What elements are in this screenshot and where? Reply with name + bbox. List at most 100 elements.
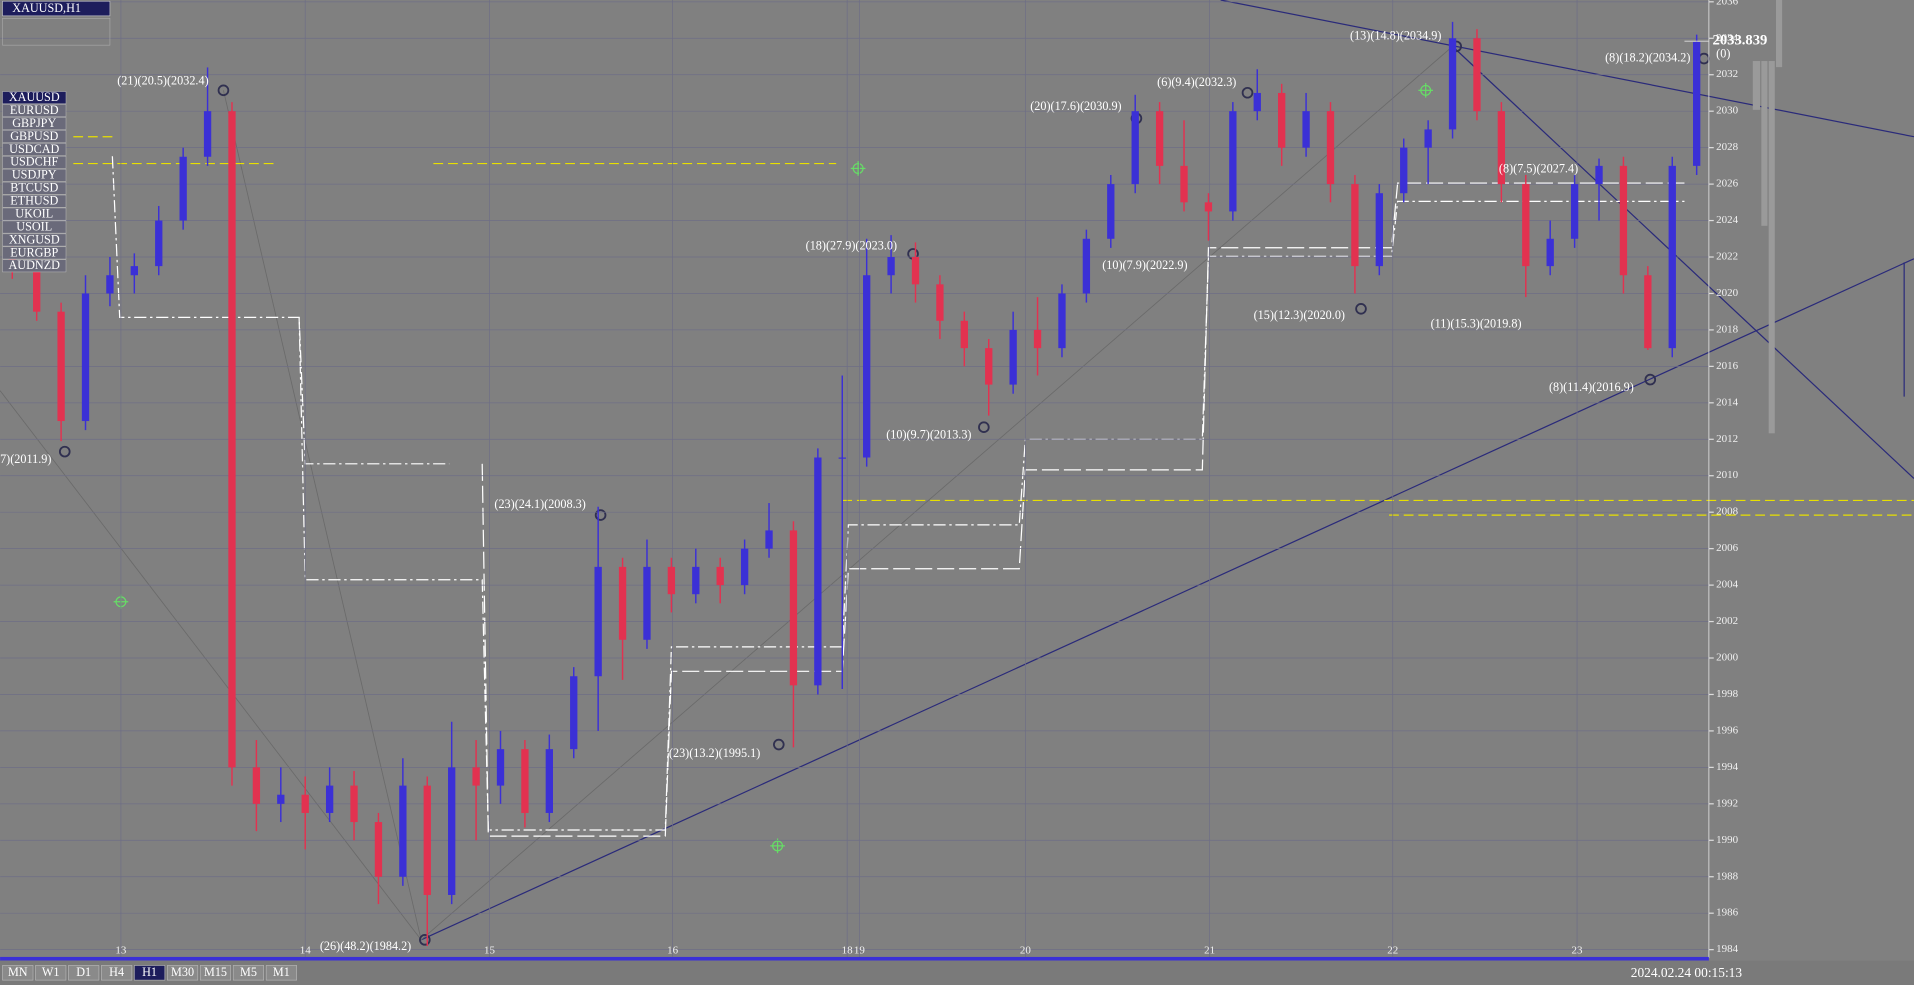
timeframe-button[interactable] (68, 965, 100, 981)
symbol-button[interactable] (2, 207, 67, 221)
timeframe-button[interactable] (232, 965, 265, 981)
candle-body (1375, 193, 1383, 267)
swing-label: (23)(24.1)(2008.3) (494, 497, 585, 511)
symbol-label: USDCHF (10, 155, 58, 169)
candle-body (325, 785, 334, 813)
candle-body (1204, 202, 1213, 212)
candle-body (1693, 41, 1701, 166)
y-tick-label: 2014 (1716, 396, 1738, 408)
swing-label: (20)(17.6)(2030.9) (1030, 99, 1121, 113)
y-tick-label: 1992 (1716, 797, 1738, 809)
candle-body (936, 284, 944, 321)
window-title: XAUUSD,H1 (12, 1, 81, 15)
trendline (0, 390, 422, 941)
x-tick-label: 21 (1204, 944, 1215, 956)
panel-bar (1752, 61, 1761, 110)
candle-body (960, 320, 968, 349)
last-price-label: 2033.839 (1713, 33, 1768, 49)
candle-body (1278, 92, 1286, 148)
timeframe-label: D1 (76, 965, 91, 979)
swing-label: (10)(7.9)(2022.9) (1102, 258, 1187, 272)
candle-body (350, 785, 358, 823)
candle-body (33, 266, 41, 312)
symbol-button[interactable] (2, 259, 67, 273)
symbol-label: BTCUSD (10, 181, 58, 195)
candle-body (1058, 293, 1066, 349)
y-tick-label: 2028 (1716, 141, 1738, 153)
symbol-button[interactable] (2, 117, 67, 130)
symbol-button[interactable] (2, 194, 67, 208)
y-tick-label: 1994 (1716, 761, 1738, 773)
candle-body (1595, 165, 1603, 185)
status-time: 2024.02.24 00:15:13 (1631, 965, 1743, 980)
timeframe-button[interactable] (199, 965, 232, 981)
swing-label: 7)(2011.9) (0, 452, 51, 466)
status-bar (0, 960, 1914, 985)
symbol-button[interactable] (2, 143, 67, 156)
candle-body (1546, 238, 1554, 267)
x-tick-label: 16 (667, 944, 678, 956)
symbol-button[interactable] (2, 130, 67, 143)
candle-body (399, 785, 407, 877)
timeframe-button[interactable] (101, 965, 133, 981)
candle-body (301, 794, 309, 813)
symbol-button[interactable] (2, 155, 67, 169)
candle-body (1400, 147, 1408, 194)
symbol-button[interactable] (2, 104, 67, 117)
symbol-button[interactable] (2, 246, 67, 260)
x-tick-label: 22 (1387, 944, 1398, 956)
candle-body (667, 566, 676, 595)
timeframe-label: M1 (273, 965, 290, 979)
candle-body (374, 822, 383, 877)
x-tick-label: 20 (1020, 944, 1031, 956)
timeframe-label: W1 (42, 965, 60, 979)
symbol-button[interactable] (2, 233, 67, 247)
y-tick-label: 1986 (1716, 907, 1738, 919)
timeframe-button[interactable] (265, 965, 297, 981)
candle-body (1131, 111, 1139, 185)
candle-body (1253, 92, 1261, 112)
candle-body (1155, 111, 1164, 166)
symbol-label: USDJPY (12, 168, 57, 182)
panel-bar (1776, 0, 1783, 68)
x-tick-label: 15 (484, 944, 495, 956)
candle-body (1644, 275, 1652, 349)
step-line (298, 200, 1685, 831)
candle-body (1448, 38, 1457, 130)
timeframe-button[interactable] (134, 965, 166, 981)
drawings (0, 0, 1914, 946)
candle-body (1107, 184, 1115, 239)
timeframe-button[interactable] (2, 965, 34, 981)
swing-label: (21)(20.5)(2032.4) (117, 74, 208, 88)
symbol-button[interactable] (2, 220, 67, 234)
x-tick-label: 18 (842, 944, 853, 956)
y-tick-label: 1998 (1716, 688, 1738, 700)
swing-label: (26)(48.2)(1984.2) (320, 939, 411, 953)
candle-body (545, 749, 553, 813)
y-tick-label: 2006 (1716, 542, 1738, 554)
trendline (223, 90, 422, 940)
timeframe-button[interactable] (35, 965, 67, 981)
x-tick-label: 13 (115, 944, 126, 956)
symbol-button[interactable] (2, 91, 67, 104)
symbol-button[interactable] (2, 168, 67, 182)
grid (0, 0, 1714, 959)
candle-body (252, 767, 261, 804)
y-tick-label: 2016 (1716, 360, 1738, 372)
symbol-label: USOIL (16, 219, 52, 233)
y-tick-label: 2004 (1716, 579, 1738, 591)
timeframe-label: MN (8, 965, 28, 979)
candle-body (1619, 165, 1628, 276)
candles (8, 21, 1701, 946)
candle-body (1570, 184, 1579, 239)
step-line (481, 182, 1685, 837)
y-tick-label: 2036 (1716, 0, 1738, 7)
timeframe-button[interactable] (166, 965, 199, 981)
y-tick-label: 2018 (1716, 323, 1738, 335)
timeframe-label: M15 (204, 965, 227, 979)
trendline (420, 46, 1453, 941)
symbol-button[interactable] (2, 181, 67, 195)
x-tick-label: 14 (300, 944, 311, 956)
